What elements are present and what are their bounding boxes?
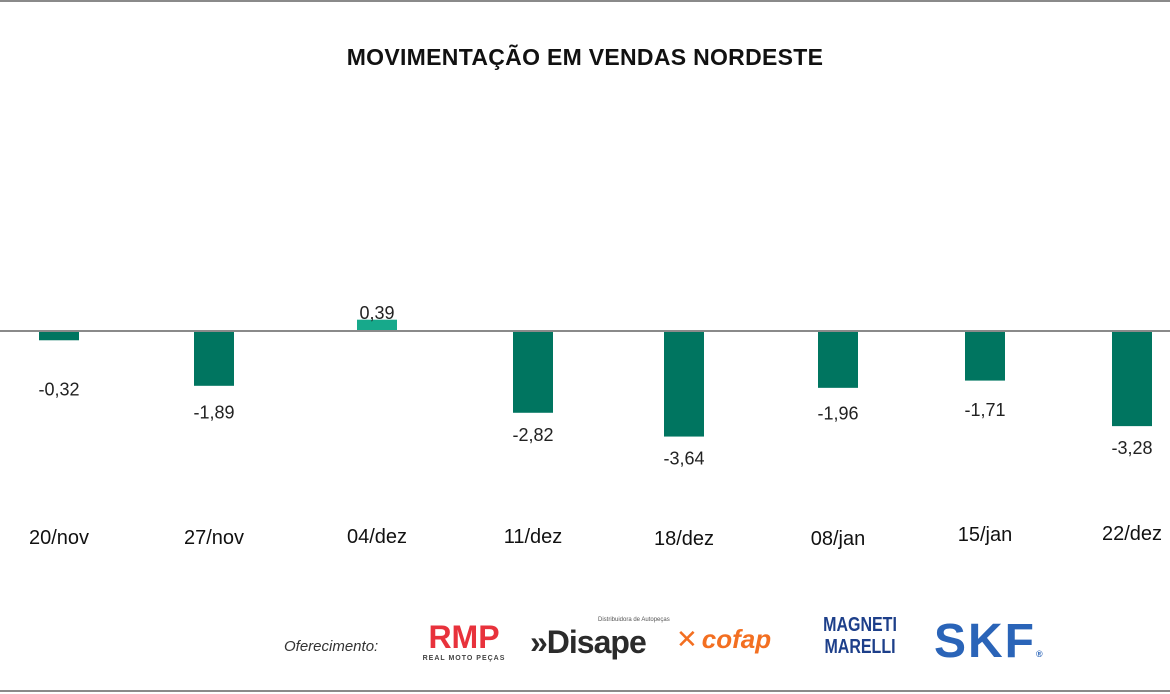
bottom-border [0, 690, 1170, 692]
category-label: 22/dez [1102, 523, 1162, 545]
skf-name: SKF [934, 615, 1036, 668]
disape-name: »Disape [530, 624, 647, 660]
top-border [0, 0, 1170, 2]
rmp-subtitle: REAL MOTO PEÇAS [422, 655, 506, 662]
category-label: 15/jan [958, 524, 1013, 546]
sponsor-label: Oferecimento: [284, 638, 379, 655]
data-label: -0,32 [38, 380, 79, 400]
data-label: -1,96 [817, 403, 858, 423]
disape-subtitle: Distribuidora de Autopeças [598, 617, 670, 623]
bar [194, 331, 234, 386]
category-label: 20/nov [29, 527, 89, 549]
bar [39, 331, 79, 341]
data-label: -1,71 [964, 400, 1005, 420]
data-label: -3,28 [1111, 438, 1152, 458]
data-label: -1,89 [193, 402, 234, 422]
bar [513, 331, 553, 413]
data-label: 0,39 [359, 303, 394, 323]
data-label: -2,82 [512, 425, 553, 445]
registered-icon: ® [1036, 649, 1045, 659]
chart-title: MOVIMENTAÇÃO EM VENDAS NORDESTE [346, 44, 824, 70]
cofap-name: cofap [701, 624, 772, 654]
category-label: 04/dez [347, 526, 407, 548]
sponsor-bar: Oferecimento: RMP REAL MOTO PEÇAS Distri… [0, 614, 1170, 670]
disape-logo: Distribuidora de Autopeças »Disape [530, 616, 670, 660]
bar-chart: -0,32 20/nov -1,89 27/nov 0,39 04/dez -2,82 11/… [0, 303, 1170, 550]
bar [965, 331, 1005, 381]
category-label: 08/jan [811, 528, 866, 550]
category-label: 11/dez [504, 526, 563, 548]
rmp-logo: RMP REAL MOTO PEÇAS [416, 620, 512, 663]
category-label: 18/dez [654, 528, 714, 550]
rmp-name: RMP [428, 619, 500, 655]
data-label: -3,64 [663, 449, 704, 469]
bar [664, 331, 704, 437]
bar [818, 331, 858, 388]
bar [357, 319, 397, 331]
magneti-marelli-logo: MAGNETI MARELLI [816, 614, 897, 658]
cofap-logo: ✕ cofap [676, 624, 771, 655]
bar [1112, 331, 1152, 427]
skf-logo: SKF® [934, 614, 1045, 669]
category-label: 27/nov [184, 527, 244, 549]
cofap-x-icon: ✕ [676, 624, 698, 654]
magneti-marelli-name: MAGNETI MARELLI [823, 614, 897, 658]
